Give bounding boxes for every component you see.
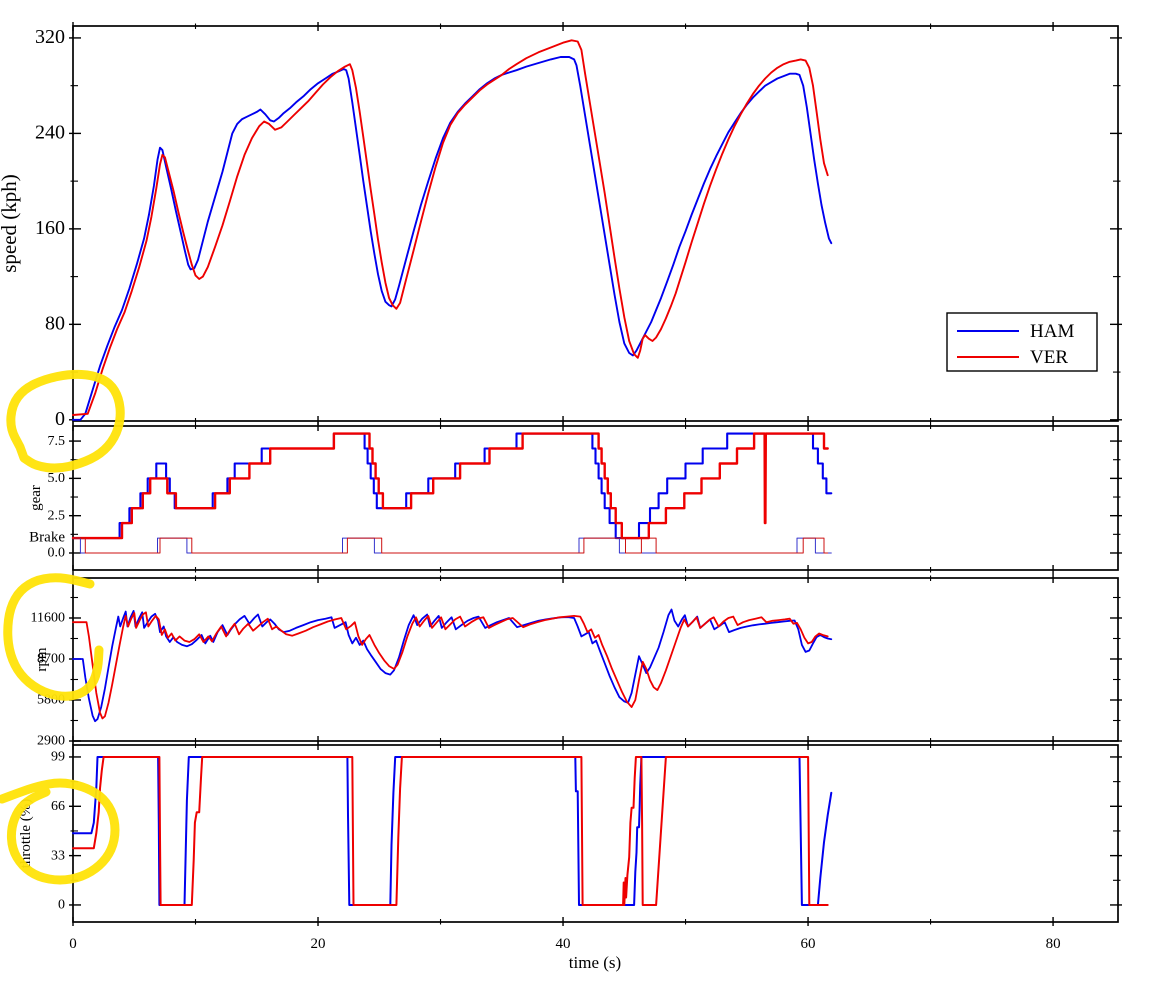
- ham-throttle-line: [72, 756, 833, 906]
- throttle-ytick-label: 0: [58, 898, 65, 913]
- ver-gear-line: [71, 432, 829, 540]
- speed-zero-circle: [6, 369, 125, 473]
- x-tick-label: 80: [1046, 936, 1061, 952]
- throttle-panel: 0 33 66 99 throttle (%): [18, 741, 1122, 926]
- speed-ytick-label: 0: [55, 408, 65, 430]
- gear-ytick-label: 7.5: [48, 434, 66, 449]
- speed-ytick-label: 320: [35, 26, 65, 48]
- legend-label-ham: HAM: [1030, 321, 1074, 342]
- ham-brake-line: [72, 537, 832, 554]
- speed-ytick-label: 240: [35, 121, 65, 143]
- x-tick-label: 60: [801, 936, 816, 952]
- gear-ytick-label: 0.0: [48, 546, 66, 561]
- x-axis-group: 0 20 40 60 80: [69, 936, 1060, 952]
- rpm-labels-circle: [3, 573, 104, 701]
- legend-label-ver: VER: [1030, 347, 1068, 368]
- ver-throttle-line: [72, 756, 829, 906]
- rpm-ytick-label: 2900: [37, 734, 65, 749]
- throttle-labels-circle: [0, 778, 120, 885]
- legend: HAM VER: [946, 312, 1098, 372]
- speed-ytick-label: 160: [35, 217, 65, 239]
- ver-rpm-line: [72, 611, 829, 720]
- ver-brake-line: [72, 537, 829, 554]
- speed-ytick-label: 80: [45, 312, 65, 334]
- rpm-axis-title: rpm: [34, 647, 50, 671]
- throttle-ytick-label: 99: [51, 750, 65, 765]
- ham-gear-line: [71, 432, 833, 540]
- rpm-ytick-label: 8700: [37, 652, 65, 667]
- throttle-ytick-label: 66: [51, 799, 65, 814]
- speed-panel: 0 80 160 240 320 speed (kph): [0, 22, 1122, 430]
- x-axis-label: time (s): [569, 953, 621, 972]
- gear-ytick-label: 5.0: [48, 471, 66, 486]
- throttle-axis-title: throttle (%): [18, 799, 34, 869]
- x-tick-label: 20: [311, 936, 326, 952]
- gear-axis-title: gear: [28, 485, 44, 511]
- throttle-ytick-label: 33: [51, 848, 65, 863]
- gear-panel: 0.0 2.5 5.0 7.5 Brake gear: [28, 422, 1122, 574]
- gear-ytick-label: 2.5: [48, 508, 66, 523]
- hand-drawn-annotations: [0, 369, 125, 885]
- ham-line: [72, 56, 833, 421]
- speed-axis-title: speed (kph): [0, 174, 21, 273]
- panels-group: 0 80 160 240 320 speed (kph) 0.0 2.5 5.0 7.5 Brake…: [0, 22, 1122, 926]
- rpm-ytick-label: 11600: [31, 611, 65, 626]
- x-tick-label: 40: [556, 936, 571, 952]
- brake-axis-label: Brake: [29, 529, 65, 545]
- x-tick-label: 0: [69, 936, 77, 952]
- ver-line: [72, 39, 829, 416]
